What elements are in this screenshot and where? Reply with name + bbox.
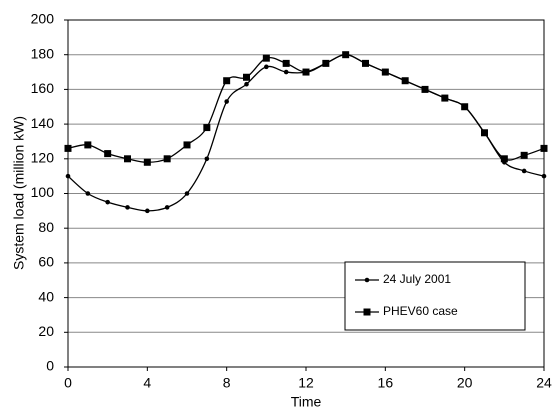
marker xyxy=(244,81,249,87)
marker xyxy=(145,208,150,214)
marker xyxy=(521,168,527,174)
marker xyxy=(541,173,547,179)
marker xyxy=(204,156,210,162)
x-tick-label: 4 xyxy=(143,375,151,391)
legend: 24 July 2001 PHEV60 case xyxy=(344,261,526,331)
marker xyxy=(164,205,170,210)
marker xyxy=(125,205,130,210)
marker xyxy=(262,54,270,62)
x-axis-label: Time xyxy=(291,394,322,410)
marker xyxy=(105,199,110,205)
marker xyxy=(203,124,211,132)
y-tick-label: 180 xyxy=(31,45,55,61)
y-tick-label: 40 xyxy=(38,288,54,304)
y-tick-label: 160 xyxy=(31,80,55,96)
marker xyxy=(401,77,409,85)
marker xyxy=(104,150,112,158)
marker xyxy=(163,155,171,163)
y-tick-label: 20 xyxy=(38,323,54,339)
x-tick-label: 24 xyxy=(536,375,552,391)
y-tick-label: 0 xyxy=(46,358,54,374)
marker xyxy=(342,51,350,59)
marker xyxy=(184,191,190,196)
y-axis-label: System load (million kW) xyxy=(11,116,27,270)
marker xyxy=(223,77,231,85)
marker xyxy=(64,144,72,152)
x-tick-label: 20 xyxy=(457,375,473,391)
y-tick-label: 140 xyxy=(31,115,55,131)
series-line xyxy=(67,54,545,212)
marker xyxy=(441,94,449,102)
x-tick-label: 12 xyxy=(298,375,314,391)
marker xyxy=(540,144,548,152)
marker xyxy=(124,155,131,163)
y-tick-label: 120 xyxy=(31,150,55,166)
legend-label: PHEV60 case xyxy=(383,304,458,318)
x-tick-label: 0 xyxy=(64,375,72,391)
marker xyxy=(243,73,250,81)
legend-label: 24 July 2001 xyxy=(383,272,451,286)
marker xyxy=(143,158,151,166)
y-tick-label: 200 xyxy=(31,11,55,27)
y-tick-label: 80 xyxy=(38,219,54,235)
marker xyxy=(282,59,290,67)
marker xyxy=(421,85,429,93)
legend-box xyxy=(344,261,526,331)
marker xyxy=(322,59,330,67)
marker xyxy=(362,59,369,67)
marker xyxy=(481,129,488,137)
marker xyxy=(302,68,310,76)
y-tick-label: 100 xyxy=(31,184,55,200)
marker xyxy=(84,141,92,149)
marker xyxy=(65,173,71,179)
marker xyxy=(520,151,528,159)
marker xyxy=(264,64,269,70)
marker xyxy=(224,99,229,104)
marker xyxy=(381,68,389,76)
y-tick-label: 60 xyxy=(38,254,54,270)
marker xyxy=(500,155,508,163)
marker xyxy=(283,69,289,75)
marker xyxy=(364,277,370,283)
marker xyxy=(183,141,191,149)
x-tick-label: 8 xyxy=(223,375,231,391)
marker xyxy=(363,308,371,316)
marker xyxy=(461,103,469,111)
marker xyxy=(85,191,91,196)
x-tick-label: 16 xyxy=(378,375,394,391)
